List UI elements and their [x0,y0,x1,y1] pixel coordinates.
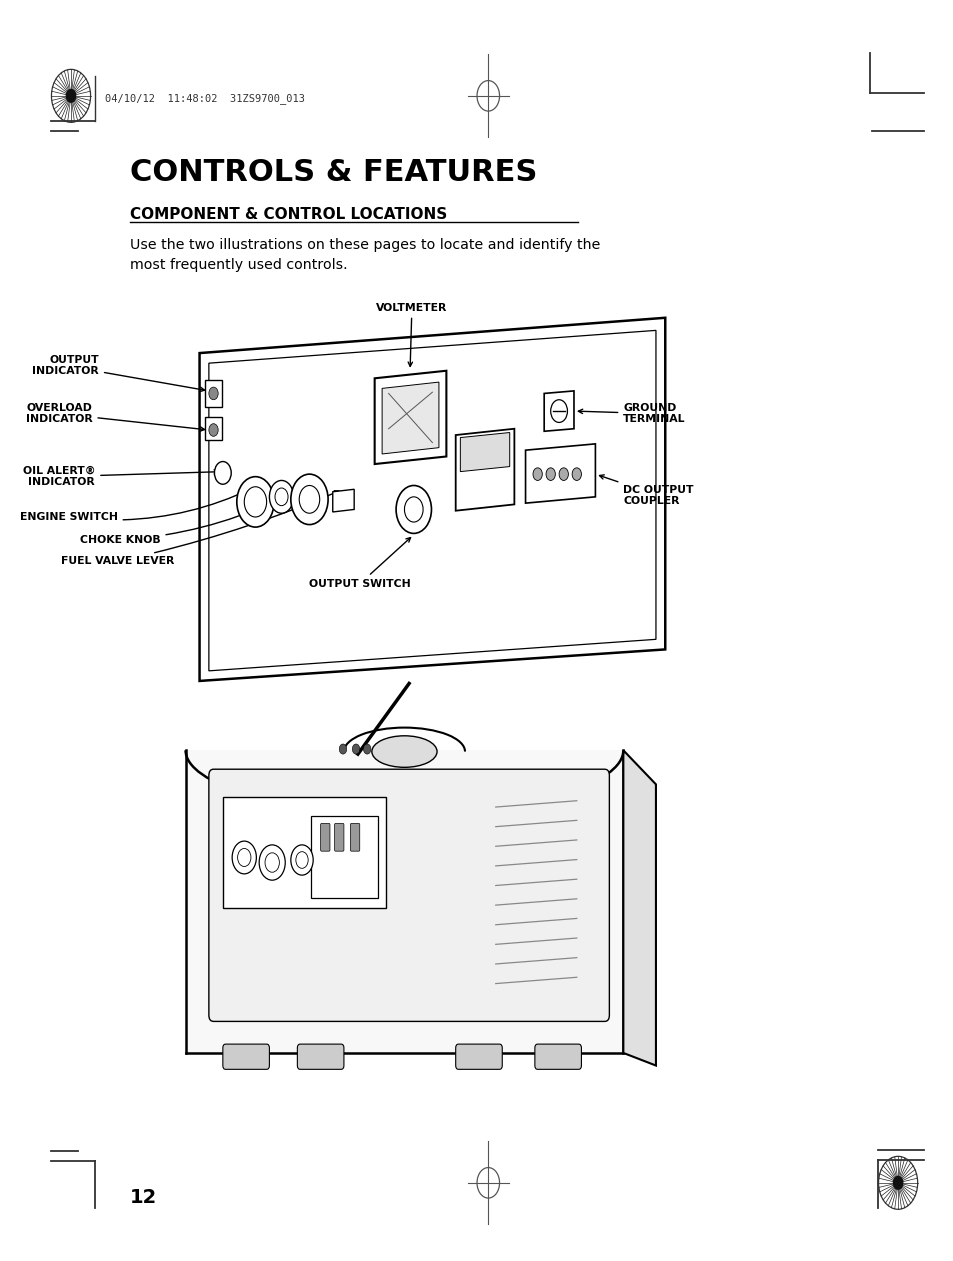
Ellipse shape [372,736,436,767]
Circle shape [395,485,431,533]
Circle shape [376,744,383,754]
Bar [311,816,378,898]
Circle shape [265,852,279,873]
Circle shape [558,468,568,480]
Text: CONTROLS & FEATURES: CONTROLS & FEATURES [130,158,537,187]
Bar [205,380,222,407]
FancyBboxPatch shape [456,1044,501,1069]
Text: GROUND
TERMINAL: GROUND TERMINAL [578,402,685,425]
Text: VOLTMETER: VOLTMETER [375,303,447,367]
Text: FUEL VALVE LEVER: FUEL VALVE LEVER [61,491,338,566]
Circle shape [893,1177,902,1189]
Bar [223,797,385,908]
Bar [205,417,222,440]
Circle shape [550,400,567,422]
Polygon shape [460,433,509,472]
Circle shape [209,387,218,400]
Text: OIL ALERT®
INDICATOR: OIL ALERT® INDICATOR [23,465,218,488]
Circle shape [339,744,346,754]
Circle shape [291,474,328,525]
Circle shape [209,424,218,436]
Circle shape [572,468,580,480]
Circle shape [214,462,231,484]
Circle shape [67,90,75,102]
Circle shape [363,744,371,754]
FancyBboxPatch shape [223,1044,269,1069]
Polygon shape [333,489,354,512]
Circle shape [291,845,313,875]
Circle shape [352,744,359,754]
Text: 04/10/12  11:48:02  31ZS9700_013: 04/10/12 11:48:02 31ZS9700_013 [105,93,304,103]
Polygon shape [456,429,514,511]
Circle shape [269,480,294,513]
Text: ENGINE SWITCH: ENGINE SWITCH [20,488,252,522]
Circle shape [244,487,266,517]
FancyBboxPatch shape [297,1044,344,1069]
Text: 12: 12 [130,1188,157,1208]
Text: Use the two illustrations on these pages to locate and identify the
most frequen: Use the two illustrations on these pages… [130,238,599,272]
Circle shape [295,851,308,869]
FancyBboxPatch shape [350,823,359,851]
Circle shape [259,845,285,880]
Text: COMPONENT & CONTROL LOCATIONS: COMPONENT & CONTROL LOCATIONS [130,207,446,222]
Circle shape [232,841,256,874]
FancyBboxPatch shape [535,1044,580,1069]
Text: DC OUTPUT
COUPLER: DC OUTPUT COUPLER [598,475,693,507]
FancyBboxPatch shape [209,769,609,1021]
FancyBboxPatch shape [335,823,344,851]
Polygon shape [543,391,574,431]
Text: CHOKE KNOB: CHOKE KNOB [80,485,305,545]
Text: OUTPUT
INDICATOR: OUTPUT INDICATOR [32,354,204,392]
Circle shape [404,497,422,522]
Polygon shape [375,371,446,464]
Circle shape [274,488,288,506]
Circle shape [545,468,555,480]
Bar [186,750,622,1053]
Polygon shape [382,382,438,454]
Text: OVERLOAD
INDICATOR: OVERLOAD INDICATOR [26,402,204,431]
FancyBboxPatch shape [320,823,330,851]
Circle shape [533,468,541,480]
Polygon shape [622,750,656,1066]
Circle shape [236,477,274,527]
Circle shape [237,849,251,866]
Text: OUTPUT SWITCH: OUTPUT SWITCH [309,537,410,589]
Polygon shape [199,318,664,681]
Polygon shape [525,444,595,503]
Circle shape [299,485,319,513]
